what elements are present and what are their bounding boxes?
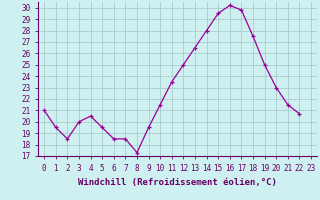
X-axis label: Windchill (Refroidissement éolien,°C): Windchill (Refroidissement éolien,°C) [78,178,277,187]
